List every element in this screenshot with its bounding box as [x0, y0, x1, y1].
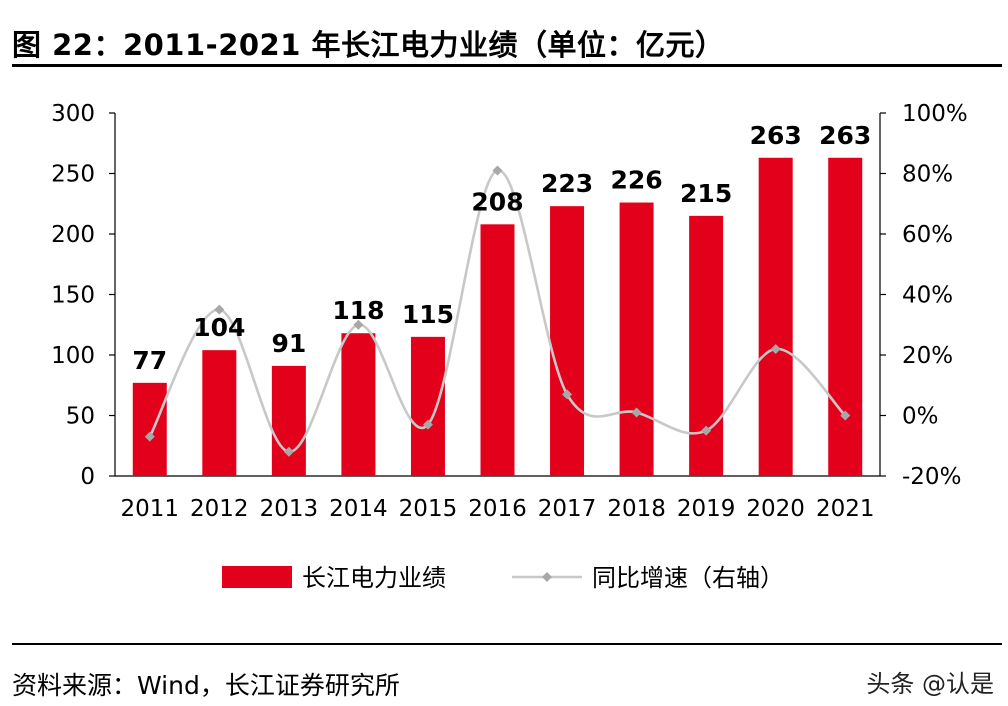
bar-2020: [758, 157, 793, 476]
growth-marker-2020: [770, 343, 781, 354]
bar-value-label: 263: [750, 121, 802, 150]
x-tick-label: 2014: [329, 496, 388, 522]
x-tick-label: 2011: [120, 496, 179, 522]
growth-marker-2014: [353, 319, 364, 330]
data-labels-group: 77 104 91 118 115 208 223 226 215 263 263: [132, 121, 871, 375]
growth-marker-2013: [283, 446, 294, 457]
x-tick-label: 2012: [190, 496, 249, 522]
left-tick-label: 150: [51, 283, 95, 309]
bar-value-label: 226: [610, 166, 662, 195]
legend-line-label: 同比增速（右轴）: [592, 564, 784, 592]
legend-bar-swatch: [222, 566, 292, 588]
bar-2021: [828, 157, 863, 476]
right-tick-label: 40%: [902, 283, 953, 309]
bar-value-label: 104: [193, 313, 245, 342]
bar-value-label: 215: [680, 179, 732, 208]
left-tick-label: 300: [51, 101, 95, 127]
growth-marker-2017: [562, 389, 573, 400]
watermark: 头条 @认是: [866, 670, 994, 698]
bar-value-label: 263: [819, 121, 871, 150]
bar-2017: [550, 206, 585, 477]
bar-2014: [341, 333, 376, 476]
growth-marker-2011: [144, 431, 155, 442]
bar-2015: [410, 336, 445, 476]
bar-2019: [689, 215, 724, 476]
bar-value-label: 208: [471, 187, 523, 216]
left-tick-label: 250: [51, 162, 95, 188]
legend: 长江电力业绩 同比增速（右轴）: [222, 564, 784, 592]
chart-title: 图 22：2011-2021 年长江电力业绩（单位：亿元）: [12, 28, 725, 62]
bar-2018: [619, 202, 654, 477]
growth-marker-2021: [840, 410, 851, 421]
x-tick-label: 2017: [538, 496, 597, 522]
right-tick-label: 0%: [902, 404, 939, 430]
bars-group: [132, 157, 863, 477]
growth-marker-2019: [701, 425, 712, 436]
bar-value-label: 91: [271, 329, 306, 358]
right-tick-label: 80%: [902, 162, 953, 188]
x-tick-label: 2018: [607, 496, 666, 522]
left-tick-label: 0: [80, 464, 95, 490]
left-tick-label: 50: [66, 404, 95, 430]
x-tick-label: 2021: [816, 496, 875, 522]
legend-bar-label: 长江电力业绩: [302, 564, 446, 592]
right-tick-label: 20%: [902, 343, 953, 369]
x-tick-label: 2016: [468, 496, 527, 522]
bar-2012: [202, 350, 237, 476]
bar-2013: [271, 365, 306, 476]
bar-value-label: 223: [541, 169, 593, 198]
bar-value-label: 115: [402, 300, 454, 329]
footer-rule: [12, 643, 1002, 645]
x-tick-label: 2020: [746, 496, 805, 522]
bar-value-label: 118: [332, 296, 384, 325]
bar-line-chart: 0 50 100 150 200 250 300 -20% 0% 20% 40% 60% 80% 100%…: [51, 101, 968, 592]
left-tick-label: 100: [51, 343, 95, 369]
legend-line-marker: [542, 572, 552, 582]
right-tick-label: -20%: [902, 464, 961, 490]
left-tick-label: 200: [51, 222, 95, 248]
growth-marker-2012: [214, 304, 225, 315]
growth-marker-2015: [422, 419, 433, 430]
bar-2016: [480, 224, 515, 476]
chart-axes: 0 50 100 150 200 250 300 -20% 0% 20% 40% 60% 80% 100%…: [51, 101, 968, 522]
x-tick-label: 2019: [677, 496, 736, 522]
growth-marker-2016: [492, 165, 503, 176]
source-note: 资料来源：Wind，长江证券研究所: [12, 671, 400, 700]
growth-line-group: [144, 165, 851, 457]
x-tick-label: 2015: [399, 496, 458, 522]
title-underline: [12, 64, 1002, 67]
x-tick-label: 2013: [260, 496, 319, 522]
right-tick-label: 60%: [902, 222, 953, 248]
right-tick-label: 100%: [902, 101, 968, 127]
bar-2011: [132, 382, 167, 476]
bar-value-label: 77: [132, 346, 167, 375]
growth-marker-2018: [631, 407, 642, 418]
